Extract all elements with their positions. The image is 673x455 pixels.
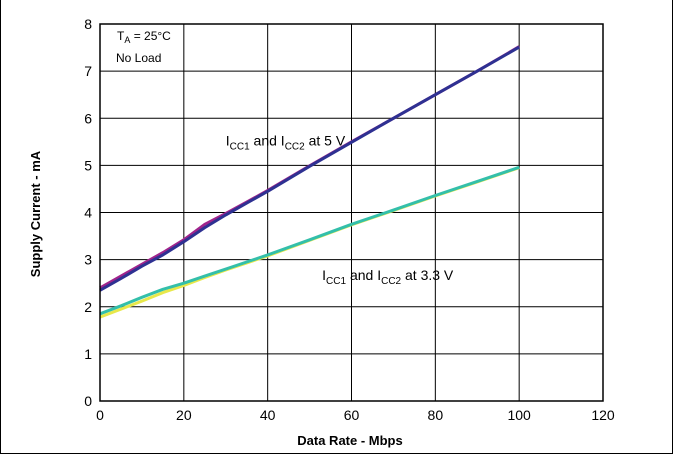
y-tick-label: 5 bbox=[84, 157, 92, 173]
x-tick-label: 60 bbox=[344, 407, 360, 423]
x-tick-label: 20 bbox=[176, 407, 192, 423]
y-tick-labels: 0 1 2 3 4 5 6 7 8 bbox=[84, 16, 92, 409]
x-tick-label: 40 bbox=[260, 407, 276, 423]
x-tick-labels: 0 20 40 60 80 100 120 bbox=[96, 407, 615, 423]
x-tick-label: 100 bbox=[507, 407, 531, 423]
annotation-3-3v: ICC1 and ICC2 at 3.3 V bbox=[322, 267, 454, 287]
conditions-ta-label: TA = 25°C bbox=[117, 29, 171, 45]
y-tick-label: 7 bbox=[84, 63, 92, 79]
series-line bbox=[99, 45, 520, 292]
y-tick-label: 0 bbox=[84, 393, 92, 409]
series-line bbox=[99, 166, 520, 319]
y-axis-title: Supply Current - mA bbox=[28, 150, 43, 277]
annotation-5v: ICC1 and ICC2 at 5 V bbox=[226, 133, 346, 153]
x-tick-label: 80 bbox=[428, 407, 444, 423]
x-tick-label: 120 bbox=[591, 407, 615, 423]
y-tick-label: 4 bbox=[84, 205, 92, 221]
plot-area-border bbox=[99, 23, 604, 402]
series-lines bbox=[99, 45, 520, 319]
y-tick-label: 1 bbox=[84, 346, 92, 362]
x-tick-label: 0 bbox=[96, 407, 104, 423]
y-tick-label: 3 bbox=[84, 252, 92, 268]
x-axis-title: Data Rate - Mbps bbox=[297, 433, 402, 448]
series-line bbox=[99, 165, 520, 316]
y-tick-label: 8 bbox=[84, 16, 92, 32]
y-tick-label: 6 bbox=[84, 110, 92, 126]
conditions-load-label: No Load bbox=[116, 51, 161, 65]
grid-lines bbox=[99, 23, 604, 402]
y-tick-label: 2 bbox=[84, 299, 92, 315]
